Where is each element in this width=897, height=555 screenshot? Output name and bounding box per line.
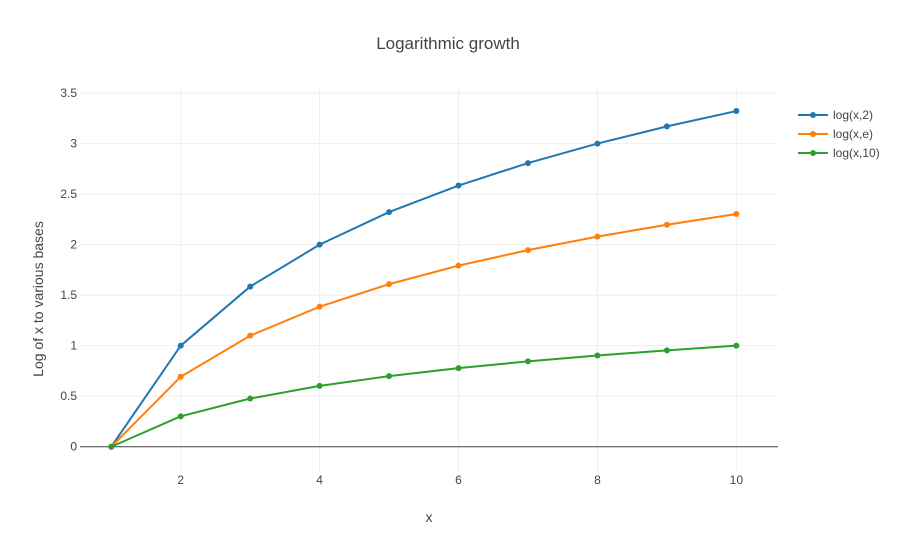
y-tick-label: 2 [70, 238, 77, 252]
data-point[interactable] [386, 209, 393, 216]
y-tick-label: 3.5 [60, 86, 77, 100]
legend-swatch-marker [810, 150, 816, 156]
data-point[interactable] [247, 332, 254, 339]
data-point[interactable] [524, 160, 531, 167]
series-layer [108, 108, 740, 450]
x-gridlines [180, 88, 737, 472]
data-point[interactable] [663, 221, 670, 228]
legend-item[interactable]: log(x,e) [798, 127, 873, 141]
x-tick-label: 2 [177, 473, 184, 487]
legend-label: log(x,2) [833, 108, 873, 122]
data-point[interactable] [594, 352, 601, 359]
x-tick-label: 10 [730, 473, 744, 487]
y-tick-label: 0.5 [60, 389, 77, 403]
x-tick-labels: 2 4 6 8 10 [177, 473, 743, 487]
series-line [110, 344, 737, 448]
data-point[interactable] [733, 342, 740, 349]
y-tick-label: 3 [70, 137, 77, 151]
y-tick-labels: 0 0.5 1 1.5 2 2.5 3 3.5 [60, 86, 77, 454]
data-point[interactable] [594, 233, 601, 240]
y-tick-label: 2.5 [60, 187, 77, 201]
data-point[interactable] [386, 281, 393, 288]
data-point[interactable] [247, 283, 254, 290]
data-point[interactable] [455, 182, 462, 189]
data-point[interactable] [386, 373, 393, 380]
data-point[interactable] [524, 358, 531, 365]
legend-swatch-marker [810, 112, 816, 118]
legend-item[interactable]: log(x,2) [798, 108, 873, 122]
series-1 [108, 211, 740, 450]
legend-label: log(x,10) [833, 146, 880, 160]
data-point[interactable] [177, 342, 184, 349]
legend-item[interactable]: log(x,10) [798, 146, 880, 160]
data-point[interactable] [524, 247, 531, 254]
x-tick-label: 4 [316, 473, 323, 487]
series-line [110, 110, 737, 448]
legend-label: log(x,e) [833, 127, 873, 141]
data-point[interactable] [733, 108, 740, 115]
legend: log(x,2) log(x,e) log(x,10) [798, 108, 880, 160]
y-axis-title: Log of x to various bases [30, 221, 46, 377]
data-point[interactable] [316, 303, 323, 310]
x-tick-label: 6 [455, 473, 462, 487]
y-gridlines [80, 92, 778, 397]
data-point[interactable] [177, 373, 184, 380]
x-tick-label: 8 [594, 473, 601, 487]
series-2 [108, 342, 740, 450]
legend-swatch-marker [810, 131, 816, 137]
data-point[interactable] [594, 140, 601, 147]
chart-title: Logarithmic growth [376, 34, 520, 53]
y-tick-label: 1 [70, 339, 77, 353]
data-point[interactable] [177, 413, 184, 420]
data-point[interactable] [108, 443, 115, 450]
x-axis-title: x [426, 509, 433, 525]
data-point[interactable] [247, 395, 254, 402]
data-point[interactable] [733, 211, 740, 218]
data-point[interactable] [663, 347, 670, 354]
data-point[interactable] [316, 241, 323, 248]
y-tick-label: 0 [70, 440, 77, 454]
series-line [110, 213, 737, 448]
data-point[interactable] [316, 382, 323, 389]
data-point[interactable] [455, 365, 462, 372]
series-0 [108, 108, 740, 450]
data-point[interactable] [455, 262, 462, 269]
data-point[interactable] [663, 123, 670, 130]
y-tick-label: 1.5 [60, 288, 77, 302]
